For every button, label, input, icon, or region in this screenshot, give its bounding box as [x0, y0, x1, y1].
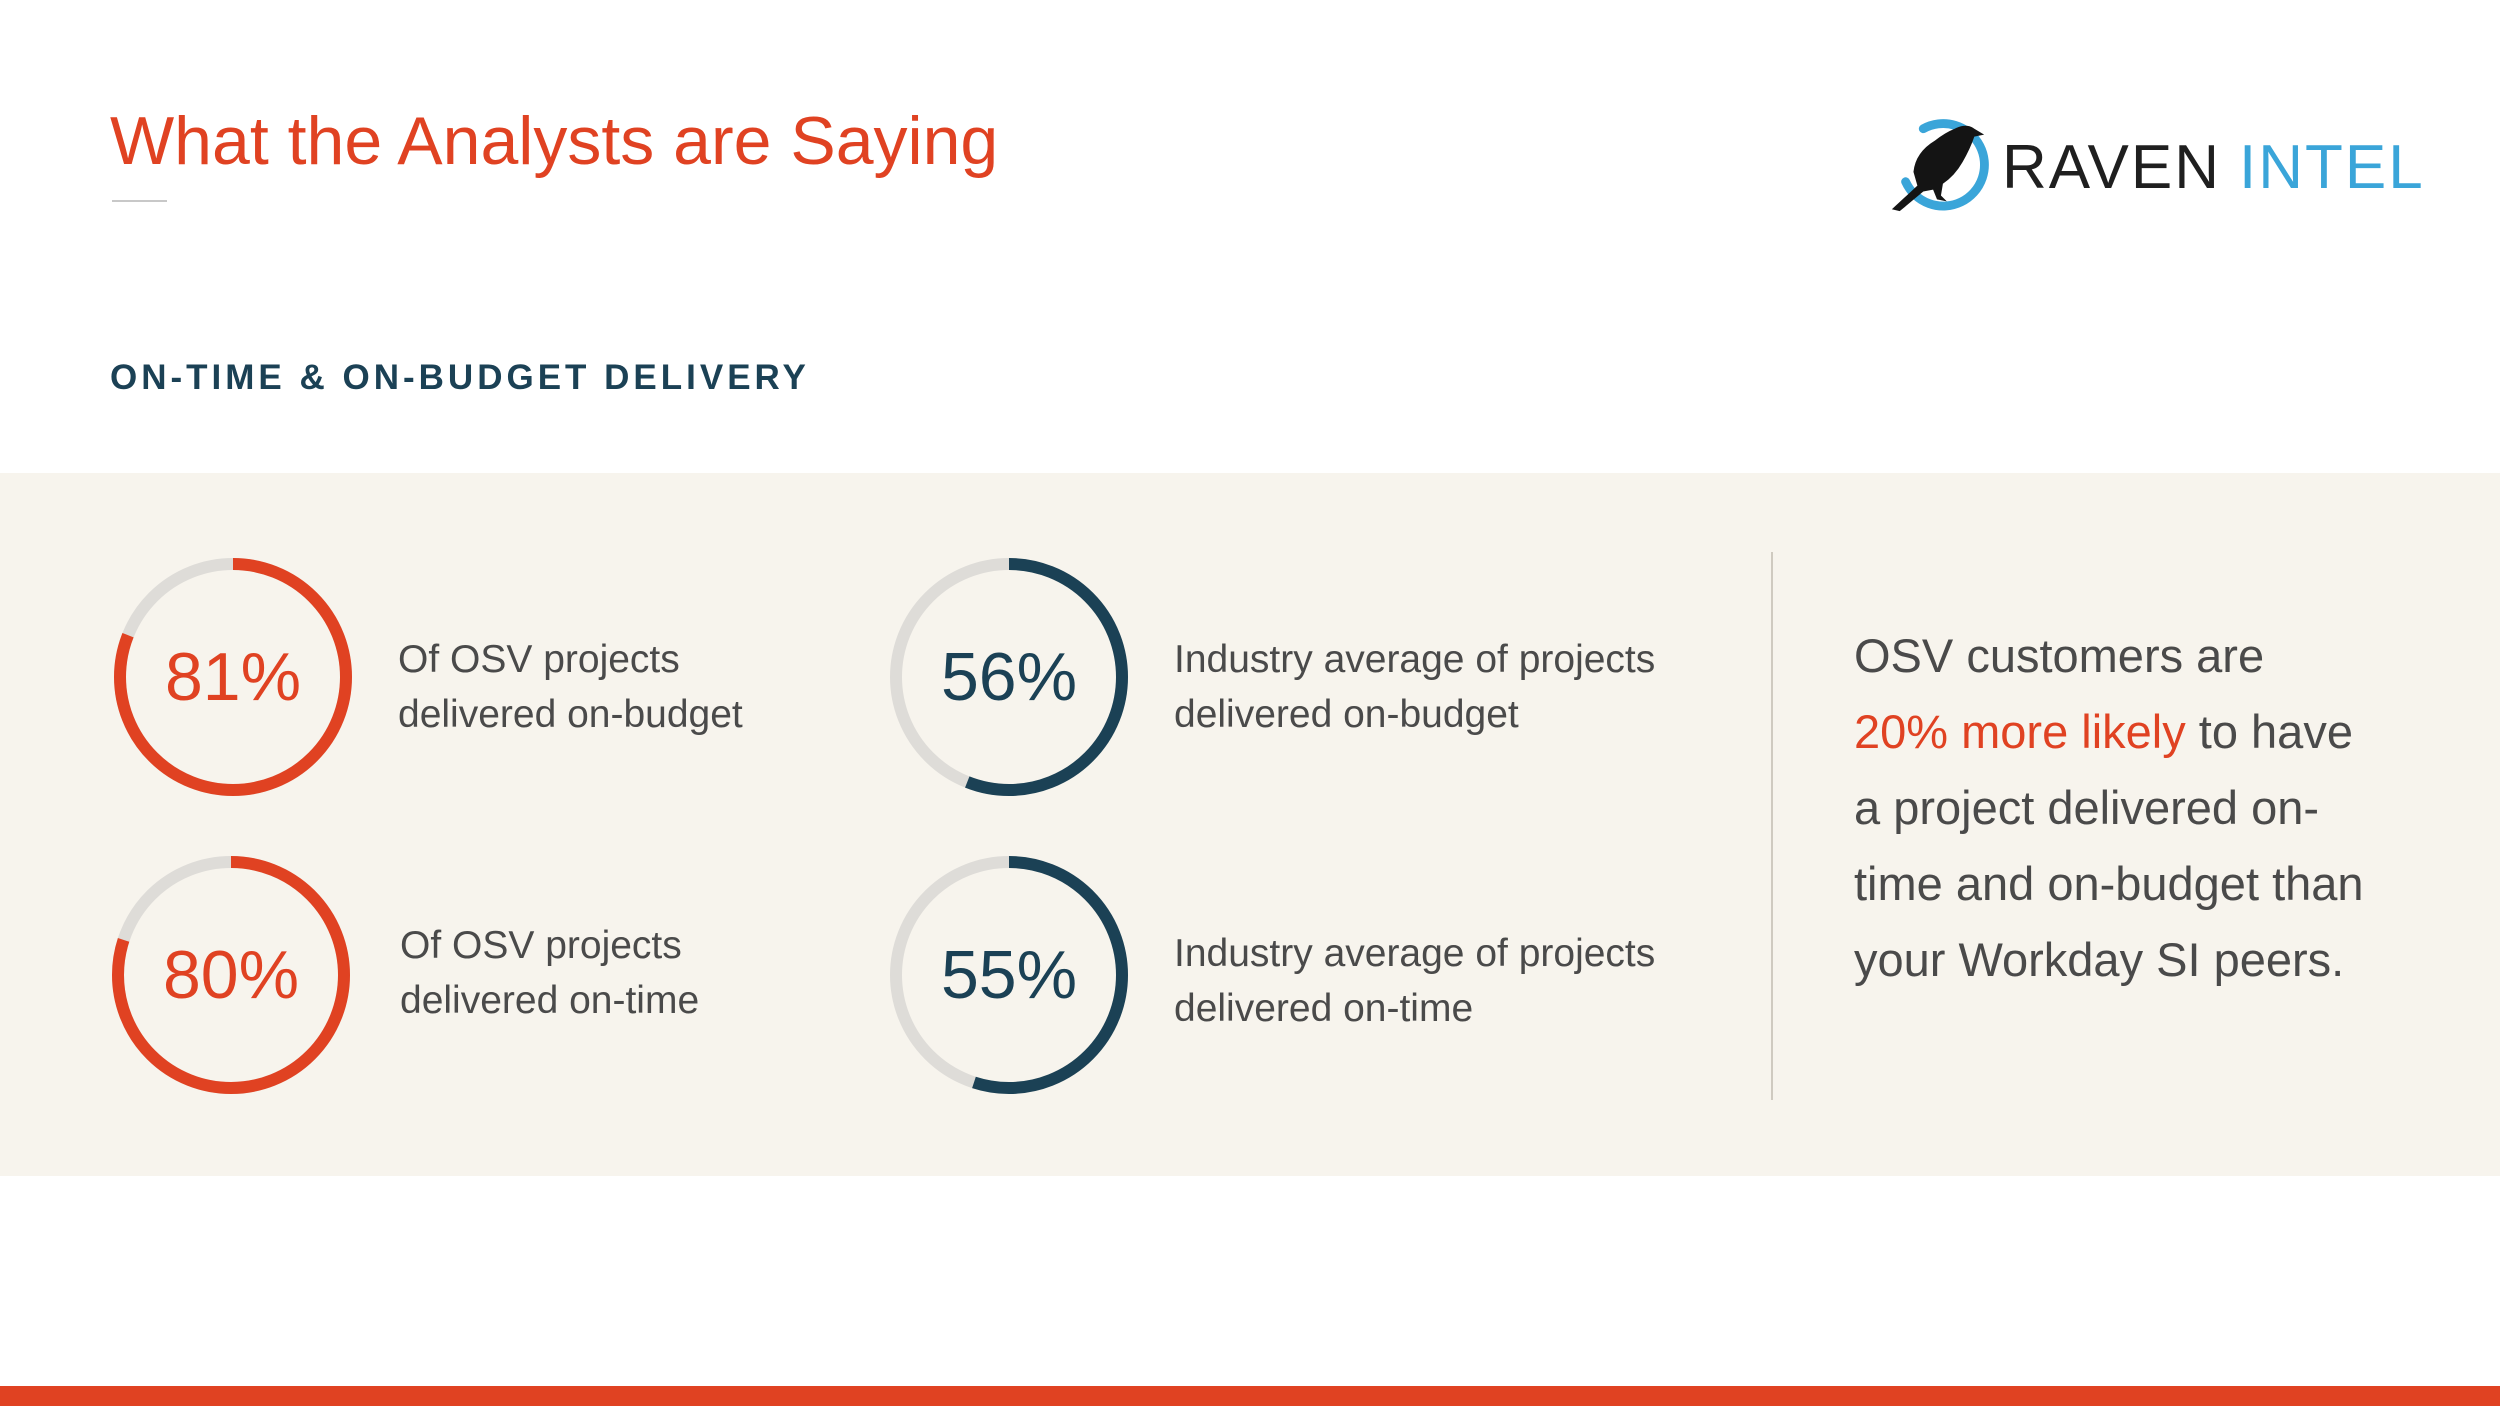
- stat-value: 81%: [164, 639, 302, 715]
- stat-caption: Industry average of projects delivered o…: [1174, 632, 1674, 742]
- stat-caption-line: delivered on-time: [1174, 987, 1474, 1030]
- progress-ring: [884, 850, 1134, 1100]
- progress-ring: [106, 850, 356, 1100]
- callout-highlight: 20% more likely: [1854, 705, 2186, 758]
- stats-band: [0, 473, 2500, 1176]
- stat-value: 55%: [940, 937, 1078, 1013]
- callout-text: OSV customers are 20% more likely to hav…: [1854, 618, 2414, 998]
- stat-caption-line: delivered on-budget: [1174, 693, 1519, 736]
- stat-caption-line: Industry average of projects: [1174, 638, 1656, 681]
- vertical-divider: [1771, 552, 1773, 1100]
- raven-bird-icon: [1891, 119, 1989, 212]
- stat-caption: Of OSV projects delivered on-budget: [398, 632, 898, 742]
- stat-caption-line: Industry average of projects: [1174, 932, 1656, 975]
- progress-ring-svg: [890, 558, 1128, 796]
- callout-line: a project delivered on-: [1854, 781, 2320, 834]
- stat-caption-line: Of OSV projects: [400, 924, 682, 967]
- progress-ring-svg: [112, 856, 350, 1094]
- callout-line: 20% more likely to have: [1854, 694, 2414, 770]
- slide-title: What the Analysts are Saying: [110, 103, 999, 179]
- stat-caption: Of OSV projects delivered on-time: [400, 918, 900, 1028]
- stat-caption-line: Of OSV projects: [398, 638, 680, 681]
- raven-intel-logo: RAVEN INTEL: [1884, 112, 2425, 222]
- progress-ring-fill: [114, 558, 352, 796]
- title-underline: [112, 200, 167, 202]
- footer-accent-bar: [0, 1386, 2500, 1406]
- callout-line: your Workday SI peers.: [1854, 933, 2345, 986]
- progress-ring-svg: [890, 856, 1128, 1094]
- callout-line: OSV customers are: [1854, 629, 2265, 682]
- stat-value: 56%: [940, 639, 1078, 715]
- logo-word-intel: INTEL: [2239, 132, 2425, 202]
- stat-caption-line: delivered on-time: [400, 979, 700, 1022]
- progress-ring-svg: [114, 558, 352, 796]
- logo-word-raven: RAVEN: [2002, 132, 2222, 202]
- stat-caption-line: delivered on-budget: [398, 693, 743, 736]
- callout-line: time and on-budget than: [1854, 857, 2364, 910]
- section-heading: ON-TIME & ON-BUDGET DELIVERY: [110, 358, 810, 397]
- stat-caption: Industry average of projects delivered o…: [1174, 926, 1674, 1036]
- progress-ring: [108, 552, 358, 802]
- callout-line-rest: to have: [2185, 705, 2353, 758]
- progress-ring-fill: [112, 856, 350, 1094]
- progress-ring: [884, 552, 1134, 802]
- progress-ring-fill: [890, 856, 1128, 1094]
- progress-ring-fill: [890, 558, 1128, 796]
- stat-value: 80%: [162, 937, 300, 1013]
